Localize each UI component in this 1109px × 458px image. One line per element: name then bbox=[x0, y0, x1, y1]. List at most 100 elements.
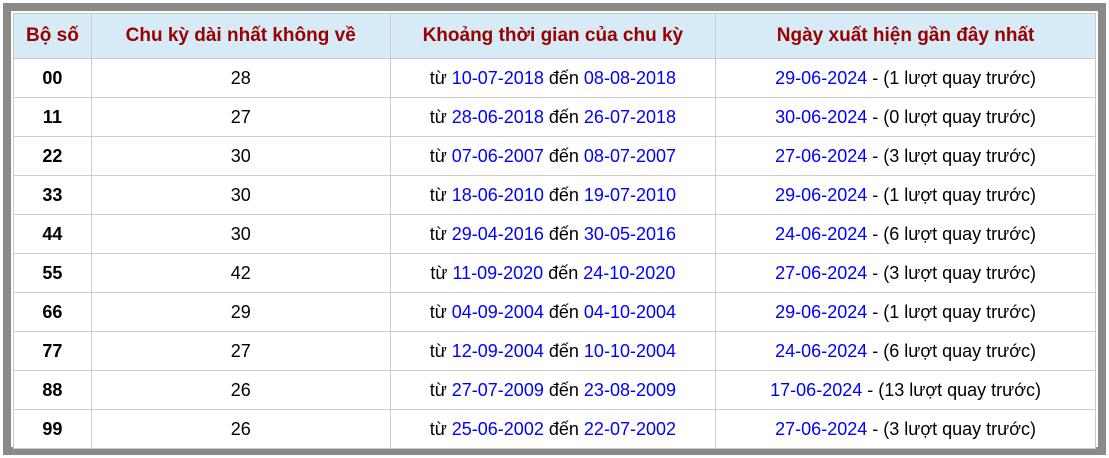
pair-value: 99 bbox=[42, 418, 63, 439]
from-date-link[interactable]: 04-09-2004 bbox=[451, 301, 544, 322]
separator-dash: - bbox=[872, 262, 879, 283]
pair-cell: 33 bbox=[13, 175, 92, 215]
separator-dash: - bbox=[872, 184, 879, 205]
from-date-link[interactable]: 27-07-2009 bbox=[451, 379, 544, 400]
separator-dash: - bbox=[872, 340, 879, 361]
from-date-link[interactable]: 29-04-2016 bbox=[451, 223, 544, 244]
from-label: từ bbox=[430, 262, 448, 283]
header-longest-cycle: Chu kỳ dài nhất không về bbox=[90, 13, 391, 59]
to-label: đến bbox=[548, 262, 579, 283]
last-seen-cell: 30-06-2024 - (0 lượt quay trước) bbox=[715, 97, 1096, 137]
to-label: đến bbox=[548, 340, 579, 361]
table-row: 11 27 từ 28-06-2018 đến 26-07-2018 30-06… bbox=[13, 97, 1096, 137]
draws-ago-note: (6 lượt quay trước) bbox=[883, 340, 1037, 361]
to-date-link[interactable]: 23-08-2009 bbox=[583, 379, 676, 400]
period-cell: từ 18-06-2010 đến 19-07-2010 bbox=[389, 175, 717, 215]
period-cell: từ 27-07-2009 đến 23-08-2009 bbox=[389, 370, 717, 410]
to-date-link[interactable]: 10-10-2004 bbox=[583, 340, 676, 361]
table-row: 66 29 từ 04-09-2004 đến 04-10-2004 29-06… bbox=[13, 292, 1096, 332]
table-row: 55 42 từ 11-09-2020 đến 24-10-2020 27-06… bbox=[13, 253, 1096, 293]
last-seen-cell: 24-06-2024 - (6 lượt quay trước) bbox=[715, 331, 1096, 371]
draws-ago-note: (6 lượt quay trước) bbox=[883, 223, 1037, 244]
pair-cell: 11 bbox=[13, 97, 92, 137]
last-date-link[interactable]: 30-06-2024 bbox=[775, 106, 868, 127]
last-date-link[interactable]: 17-06-2024 bbox=[770, 379, 863, 400]
cycle-cell: 27 bbox=[90, 331, 391, 371]
table-row: 22 30 từ 07-06-2007 đến 08-07-2007 27-06… bbox=[13, 136, 1096, 176]
cycle-cell: 42 bbox=[90, 253, 391, 293]
pair-cell: 55 bbox=[13, 253, 92, 293]
last-seen-cell: 29-06-2024 - (1 lượt quay trước) bbox=[715, 175, 1096, 215]
cycle-cell: 27 bbox=[90, 97, 391, 137]
from-date-link[interactable]: 25-06-2002 bbox=[451, 418, 544, 439]
draws-ago-note: (3 lượt quay trước) bbox=[883, 262, 1037, 283]
header-cycle-period: Khoảng thời gian của chu kỳ bbox=[389, 13, 717, 59]
from-date-link[interactable]: 28-06-2018 bbox=[451, 106, 544, 127]
separator-dash: - bbox=[872, 67, 879, 88]
last-date-link[interactable]: 27-06-2024 bbox=[775, 262, 868, 283]
to-date-link[interactable]: 22-07-2002 bbox=[583, 418, 676, 439]
cycle-cell: 28 bbox=[90, 58, 391, 98]
separator-dash: - bbox=[872, 106, 879, 127]
last-date-link[interactable]: 29-06-2024 bbox=[775, 67, 868, 88]
to-label: đến bbox=[548, 184, 579, 205]
cycle-cell: 29 bbox=[90, 292, 391, 332]
last-date-link[interactable]: 29-06-2024 bbox=[775, 184, 868, 205]
period-cell: từ 07-06-2007 đến 08-07-2007 bbox=[389, 136, 717, 176]
header-row: Bộ số Chu kỳ dài nhất không về Khoảng th… bbox=[13, 13, 1096, 59]
table-row: 99 26 từ 25-06-2002 đến 22-07-2002 27-06… bbox=[13, 409, 1096, 449]
table-body: 00 28 từ 10-07-2018 đến 08-08-2018 29-06… bbox=[13, 58, 1096, 449]
lottery-cycle-stats-table: Bộ số Chu kỳ dài nhất không về Khoảng th… bbox=[13, 13, 1096, 449]
last-seen-cell: 29-06-2024 - (1 lượt quay trước) bbox=[715, 58, 1096, 98]
separator-dash: - bbox=[872, 223, 879, 244]
last-date-link[interactable]: 24-06-2024 bbox=[775, 223, 868, 244]
draws-ago-note: (3 lượt quay trước) bbox=[883, 145, 1037, 166]
last-seen-cell: 24-06-2024 - (6 lượt quay trước) bbox=[715, 214, 1096, 254]
cycle-value: 26 bbox=[230, 379, 251, 400]
to-date-link[interactable]: 24-10-2020 bbox=[583, 262, 676, 283]
period-cell: từ 29-04-2016 đến 30-05-2016 bbox=[389, 214, 717, 254]
cycle-cell: 30 bbox=[90, 136, 391, 176]
pair-value: 22 bbox=[42, 145, 63, 166]
cycle-value: 42 bbox=[230, 262, 251, 283]
from-date-link[interactable]: 12-09-2004 bbox=[451, 340, 544, 361]
from-label: từ bbox=[429, 418, 447, 439]
from-label: từ bbox=[429, 184, 447, 205]
table-header: Bộ số Chu kỳ dài nhất không về Khoảng th… bbox=[13, 13, 1096, 59]
to-label: đến bbox=[548, 223, 579, 244]
last-seen-cell: 17-06-2024 - (13 lượt quay trước) bbox=[715, 370, 1096, 410]
last-date-link[interactable]: 27-06-2024 bbox=[775, 145, 868, 166]
from-date-link[interactable]: 10-07-2018 bbox=[451, 67, 544, 88]
last-date-link[interactable]: 29-06-2024 bbox=[775, 301, 868, 322]
cycle-cell: 26 bbox=[90, 370, 391, 410]
separator-dash: - bbox=[867, 379, 874, 400]
stats-table-frame: Bộ số Chu kỳ dài nhất không về Khoảng th… bbox=[3, 3, 1106, 455]
to-label: đến bbox=[548, 418, 579, 439]
pair-value: 88 bbox=[42, 379, 63, 400]
from-date-link[interactable]: 07-06-2007 bbox=[451, 145, 544, 166]
last-date-link[interactable]: 24-06-2024 bbox=[775, 340, 868, 361]
to-date-link[interactable]: 19-07-2010 bbox=[583, 184, 676, 205]
period-cell: từ 11-09-2020 đến 24-10-2020 bbox=[389, 253, 717, 293]
pair-cell: 44 bbox=[13, 214, 92, 254]
to-date-link[interactable]: 04-10-2004 bbox=[583, 301, 676, 322]
cycle-value: 26 bbox=[230, 418, 251, 439]
from-label: từ bbox=[429, 106, 447, 127]
pair-cell: 99 bbox=[13, 409, 92, 449]
last-date-link[interactable]: 27-06-2024 bbox=[775, 418, 868, 439]
header-last-appearance: Ngày xuất hiện gần đây nhất bbox=[715, 13, 1096, 59]
table-row: 44 30 từ 29-04-2016 đến 30-05-2016 24-06… bbox=[13, 214, 1096, 254]
from-date-link[interactable]: 18-06-2010 bbox=[451, 184, 544, 205]
to-date-link[interactable]: 08-07-2007 bbox=[583, 145, 676, 166]
to-date-link[interactable]: 26-07-2018 bbox=[583, 106, 676, 127]
pair-value: 66 bbox=[42, 301, 63, 322]
cycle-value: 30 bbox=[230, 145, 251, 166]
to-date-link[interactable]: 08-08-2018 bbox=[583, 67, 676, 88]
to-date-link[interactable]: 30-05-2016 bbox=[583, 223, 676, 244]
pair-cell: 77 bbox=[13, 331, 92, 371]
cycle-cell: 26 bbox=[90, 409, 391, 449]
pair-cell: 66 bbox=[13, 292, 92, 332]
cycle-value: 29 bbox=[230, 301, 251, 322]
from-date-link[interactable]: 11-09-2020 bbox=[452, 262, 544, 283]
